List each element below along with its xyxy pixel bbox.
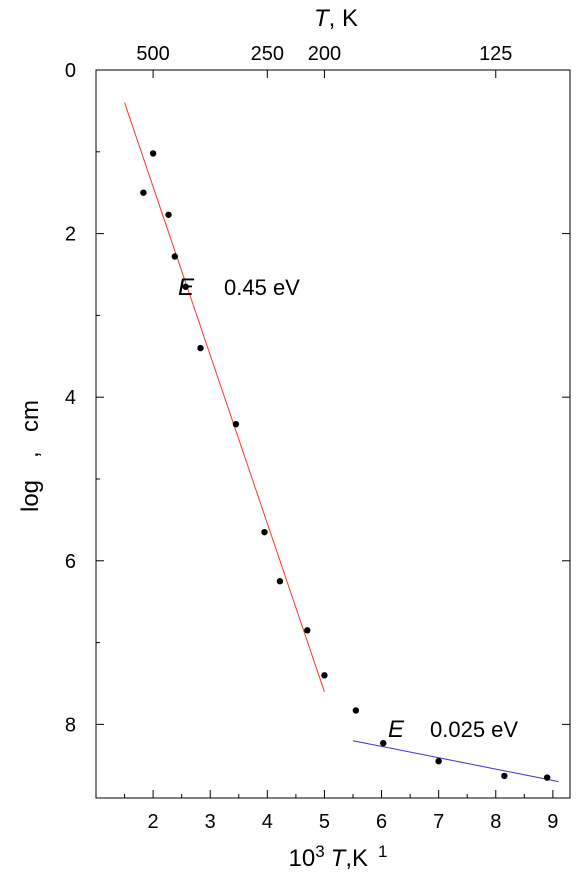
top-tick-label: 250 (251, 43, 284, 65)
svg-text:log: log (17, 480, 44, 512)
y-tick-label: 4 (65, 387, 76, 409)
annotation-activation-energy-2: E 0.025 eV (388, 716, 518, 743)
data-point (171, 253, 179, 260)
axes: 2 3 4 5 6 7 8 9 0 2 4 6 8 500 250 200 125 (65, 43, 571, 833)
data-point (435, 757, 442, 765)
data-point (380, 739, 387, 747)
y-tick-label: 8 (65, 714, 76, 736)
top-tick-label: 500 (136, 43, 169, 65)
data-point (543, 774, 551, 781)
data-point (501, 772, 508, 780)
data-point (149, 150, 157, 157)
y-tick-label: 2 (65, 224, 76, 246)
x-tick-label: 4 (262, 811, 273, 833)
data-point (261, 528, 268, 536)
data-point (232, 420, 240, 428)
annotation-activation-energy-1: E 0.45 eV (178, 274, 300, 301)
fit-lines (124, 102, 559, 783)
x-tick-label: 3 (205, 811, 216, 833)
x-tick-label: 7 (433, 811, 444, 833)
x-tick-label: 6 (376, 811, 387, 833)
x-tick-label: 5 (319, 811, 330, 833)
data-point (304, 627, 311, 634)
svg-text:cm: cm (17, 400, 44, 432)
data-point (165, 211, 172, 218)
plot-frame (95, 69, 571, 799)
x-axis-label: 103 T,K 1 (289, 842, 388, 872)
y-tick-label: 0 (65, 60, 76, 82)
data-point (352, 707, 360, 714)
data-point (182, 283, 189, 290)
data-point (321, 672, 328, 679)
y-axis-label: log , cm (17, 400, 44, 512)
top-axis-label: T, K (314, 5, 358, 32)
fit-line-2 (352, 740, 559, 783)
x-tick-label: 8 (490, 811, 501, 833)
data-point (276, 578, 284, 585)
fit-line-1 (124, 102, 325, 692)
data-point (140, 189, 147, 196)
data-points (140, 150, 551, 781)
y-tick-label: 6 (65, 551, 76, 573)
data-point (197, 344, 204, 352)
top-tick-label: 125 (479, 43, 512, 65)
svg-text:,: , (17, 451, 44, 458)
x-tick-label: 9 (547, 811, 558, 833)
top-tick-label: 200 (308, 43, 341, 65)
x-tick-label: 2 (148, 811, 159, 833)
